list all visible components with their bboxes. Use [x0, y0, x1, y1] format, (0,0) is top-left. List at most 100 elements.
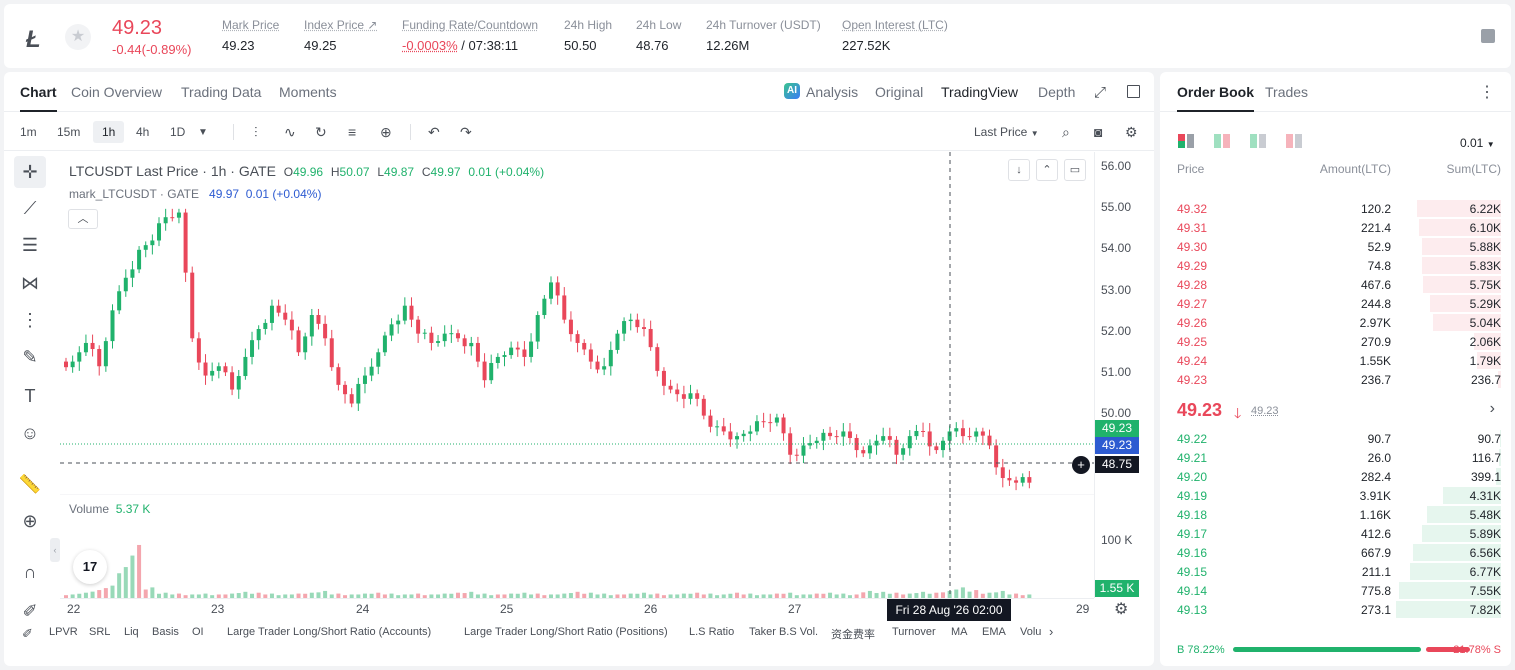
bid-row[interactable]: 49.15 211.1 6.77K [1160, 562, 1511, 581]
layout-asks-icon[interactable] [1286, 134, 1302, 148]
ai-analysis-icon[interactable]: AI [784, 83, 800, 99]
crosshair-icon[interactable]: ✛ [14, 156, 46, 188]
bid-row[interactable]: 49.13 273.1 7.82K [1160, 600, 1511, 619]
add-alert-icon[interactable]: + [1072, 456, 1090, 474]
indicator-item[interactable]: EMA [982, 626, 1006, 638]
indicator-item[interactable]: SRL [89, 626, 111, 638]
view-depth[interactable]: Depth [1038, 84, 1076, 100]
view-original[interactable]: Original [875, 84, 924, 100]
bid-row[interactable]: 49.14 775.8 7.55K [1160, 581, 1511, 600]
trendline-icon[interactable]: ⟋ [23, 198, 37, 218]
candles-icon[interactable]: ⫶ [254, 124, 258, 140]
timeframe-15m[interactable]: 15m [57, 125, 81, 139]
add-indicator-icon[interactable]: ⊕ [380, 124, 392, 140]
bid-row[interactable]: 49.21 26.0 116.7 [1160, 448, 1511, 467]
brush-icon[interactable]: ✎ [22, 347, 38, 367]
tab-order-book[interactable]: Order Book [1177, 84, 1255, 112]
ask-row[interactable]: 49.29 74.8 5.83K [1160, 256, 1511, 275]
emoji-icon[interactable]: ☺ [20, 423, 40, 443]
fullscreen-icon[interactable] [1127, 85, 1140, 98]
bid-row[interactable]: 49.20 282.4 399.1 [1160, 467, 1511, 486]
collapse-legend-button[interactable]: ︿ [68, 209, 98, 229]
gear-icon[interactable]: ⚙ [1125, 124, 1138, 140]
layout-split-icon[interactable] [1214, 134, 1230, 148]
chart-settings-icon[interactable]: ⚙ [1114, 601, 1129, 618]
price-chart[interactable] [60, 152, 1094, 492]
ask-row[interactable]: 49.31 221.4 6.10K [1160, 218, 1511, 237]
bid-row[interactable]: 49.16 667.9 6.56K [1160, 543, 1511, 562]
ask-row[interactable]: 49.28 467.6 5.75K [1160, 275, 1511, 294]
indicator-item[interactable]: Large Trader Long/Short Ratio (Positions… [464, 626, 668, 638]
index-price-label[interactable]: Index Price ↗ [304, 18, 378, 32]
scroll-down-button[interactable]: ↓ [1008, 159, 1030, 181]
horizontal-lines-icon[interactable]: ☰ [21, 235, 39, 255]
mark-price-label[interactable]: Mark Price [222, 18, 280, 32]
ask-row[interactable]: 49.30 52.9 5.88K [1160, 237, 1511, 256]
pattern-icon[interactable]: ⋈ [21, 273, 39, 293]
indicator-item[interactable]: Liq [124, 626, 139, 638]
bid-row[interactable]: 49.17 412.6 5.89K [1160, 524, 1511, 543]
tradingview-logo[interactable]: 17 [73, 550, 107, 584]
indicator-item[interactable]: MA [951, 626, 968, 638]
indicator-item[interactable]: OI [192, 626, 204, 638]
collapse-toolbar-icon[interactable]: ‹ [50, 538, 60, 562]
chevron-right-icon[interactable]: › [1049, 624, 1054, 639]
book-icon[interactable] [1481, 29, 1495, 43]
fib-icon[interactable]: ⋮ [21, 310, 39, 330]
magnet-icon[interactable]: ∩ [23, 562, 37, 582]
indicator-item[interactable]: LPVR [49, 626, 78, 638]
funding-rate[interactable]: -0.0003% [402, 38, 458, 53]
maximize-pane-button[interactable]: ▭ [1064, 159, 1086, 181]
undo-icon[interactable]: ↶ [428, 124, 440, 140]
templates-icon[interactable]: ≡ [348, 124, 357, 140]
lock-drawing-icon[interactable]: ✐ [22, 601, 38, 621]
timeframe-1m[interactable]: 1m [20, 125, 37, 139]
search-icon[interactable]: ⌕ [1062, 124, 1070, 140]
indicator-item[interactable]: Large Trader Long/Short Ratio (Accounts) [227, 626, 432, 638]
ask-row[interactable]: 49.26 2.97K 5.04K [1160, 313, 1511, 332]
open-interest-label[interactable]: Open Interest (LTC) [842, 18, 948, 32]
collapse-pane-button[interactable]: ⌃ [1036, 159, 1058, 181]
price-axis[interactable]: 56.00 55.00 54.00 53.00 52.00 51.00 50.0… [1094, 152, 1154, 598]
price-source-select[interactable]: Last Price ▼ [974, 125, 1039, 139]
favorite-star-icon[interactable]: ★ [65, 24, 91, 50]
timeframe-1d[interactable]: 1D [170, 125, 186, 139]
view-analysis[interactable]: Analysis [806, 84, 859, 100]
time-axis[interactable]: 22 23 24 25 26 27 Fri 28 Aug '26 02:00 2… [60, 598, 1094, 622]
expand-icon[interactable]: ⤢ [1094, 84, 1107, 101]
ask-row[interactable]: 49.25 270.9 2.06K [1160, 332, 1511, 351]
bid-row[interactable]: 49.18 1.16K 5.48K [1160, 505, 1511, 524]
tab-coin-overview[interactable]: Coin Overview [71, 84, 163, 100]
tab-trading-data[interactable]: Trading Data [181, 84, 262, 100]
zoom-in-icon[interactable]: ⊕ [22, 511, 38, 531]
ask-row[interactable]: 49.24 1.55K 1.79K [1160, 351, 1511, 370]
layout-bids-icon[interactable] [1250, 134, 1266, 148]
tab-chart[interactable]: Chart [20, 84, 57, 112]
tab-moments[interactable]: Moments [279, 84, 337, 100]
pencil-icon[interactable]: ✐ [22, 626, 33, 641]
indicators-icon[interactable]: ∿ [284, 124, 296, 140]
funding-rate-label[interactable]: Funding Rate/Countdown [402, 18, 539, 32]
ruler-icon[interactable]: 📏 [18, 474, 42, 494]
indicator-item[interactable]: Taker B.S Vol. [749, 626, 819, 638]
more-options-icon[interactable]: ⋮ [1479, 84, 1495, 101]
text-icon[interactable]: T [24, 386, 36, 406]
ask-row[interactable]: 49.27 244.8 5.29K [1160, 294, 1511, 313]
timeframe-dropdown-icon[interactable]: ▼ [198, 127, 208, 138]
ask-row[interactable]: 49.23 236.7 236.7 [1160, 370, 1511, 389]
tab-trades[interactable]: Trades [1265, 84, 1309, 100]
bid-row[interactable]: 49.22 90.7 90.7 [1160, 429, 1511, 448]
camera-icon[interactable]: ◙ [1094, 124, 1103, 140]
chevron-right-icon[interactable]: › [1489, 400, 1495, 417]
indicator-item[interactable]: L.S Ratio [689, 626, 735, 638]
indicator-item[interactable]: Volu [1020, 626, 1042, 638]
timeframe-1h[interactable]: 1h [93, 121, 125, 143]
indicator-item[interactable]: Basis [152, 626, 179, 638]
timeframe-4h[interactable]: 4h [136, 125, 150, 139]
bid-row[interactable]: 49.19 3.91K 4.31K [1160, 486, 1511, 505]
replay-icon[interactable]: ↻ [315, 124, 327, 140]
ask-row[interactable]: 49.32 120.2 6.22K [1160, 199, 1511, 218]
precision-select[interactable]: 0.01 ▼ [1460, 136, 1495, 150]
view-tradingview[interactable]: TradingView [941, 84, 1019, 100]
indicator-item[interactable]: 资金费率 [831, 629, 875, 641]
